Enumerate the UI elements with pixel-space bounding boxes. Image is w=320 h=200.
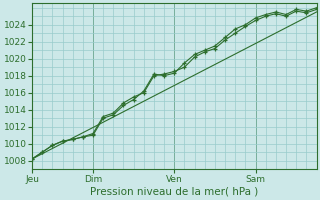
X-axis label: Pression niveau de la mer( hPa ): Pression niveau de la mer( hPa ): [90, 187, 259, 197]
